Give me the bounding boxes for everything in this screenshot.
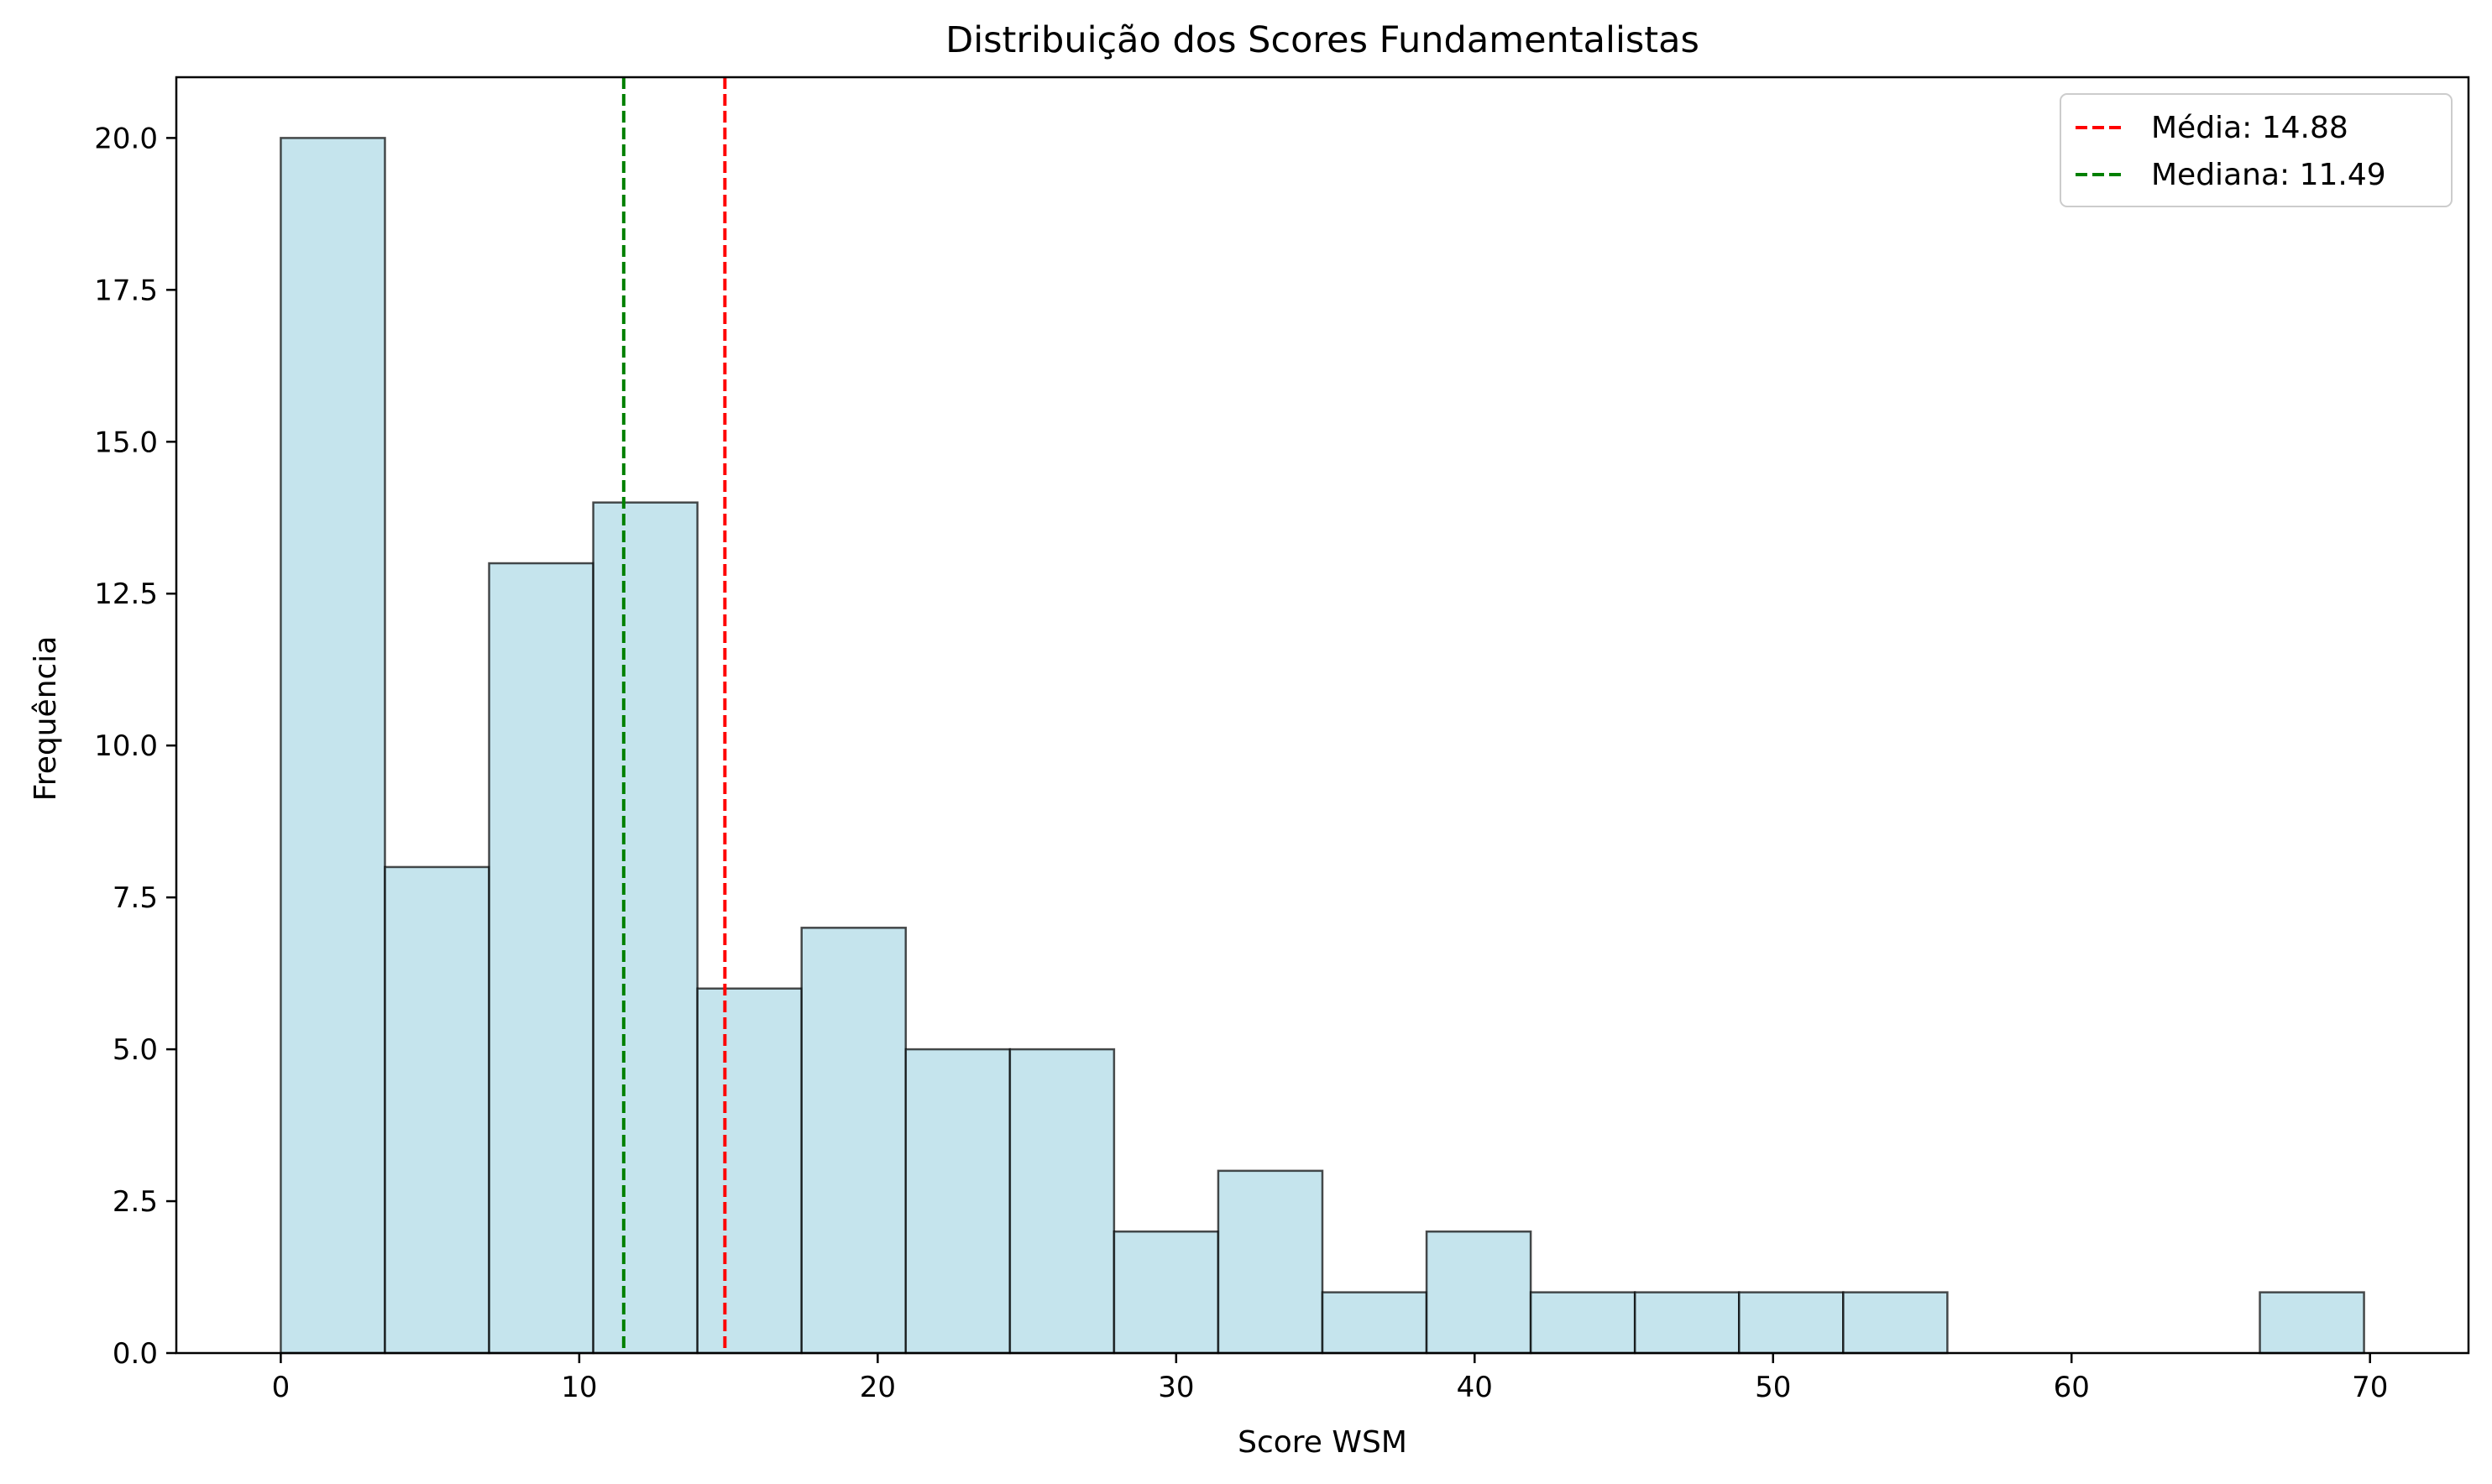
- y-tick-label: 7.5: [113, 881, 158, 915]
- histogram-bar: [1321, 1291, 1428, 1355]
- x-tick-label: 30: [1158, 1371, 1194, 1404]
- y-tick-label: 20.0: [94, 122, 158, 155]
- histogram-bar: [1529, 1291, 1636, 1355]
- x-axis-label: Score WSM: [1238, 1425, 1407, 1460]
- histogram-bar: [1633, 1291, 1741, 1355]
- histogram-bars: [280, 137, 2365, 1355]
- histogram-bar: [696, 987, 803, 1355]
- histogram-bar: [1112, 1230, 1220, 1355]
- y-axis-label: Frequência: [29, 636, 63, 802]
- reference-lines: [621, 77, 727, 1353]
- y-tick-label: 10.0: [94, 729, 158, 763]
- legend: Média: 14.88 Mediana: 11.49: [2060, 93, 2453, 207]
- histogram-bar: [592, 501, 699, 1355]
- x-tick-label: 70: [2352, 1371, 2388, 1404]
- y-tick-label: 2.5: [113, 1185, 158, 1219]
- chart-title: Distribuição dos Scores Fundamentalistas: [945, 19, 1699, 61]
- histogram-bar: [488, 562, 594, 1355]
- histogram-bar: [1008, 1048, 1116, 1355]
- x-axis: 0 10 20 30 40 50 60 70: [272, 1353, 2388, 1404]
- histogram-bar: [280, 137, 386, 1355]
- x-tick-label: 50: [1755, 1371, 1791, 1404]
- y-axis: 0.0 2.5 5.0 7.5 10.0 12.5 15.0 17.5 20.0: [94, 122, 176, 1371]
- legend-label: Média: 14.88: [2151, 111, 2348, 145]
- y-tick-label: 5.0: [113, 1033, 158, 1067]
- y-tick-label: 12.5: [94, 577, 158, 611]
- histogram-bar: [1425, 1230, 1532, 1355]
- y-tick-label: 0.0: [113, 1337, 158, 1371]
- legend-box: [2060, 93, 2453, 207]
- x-tick-label: 20: [860, 1371, 896, 1404]
- x-tick-label: 60: [2054, 1371, 2090, 1404]
- histogram-bar: [384, 865, 490, 1355]
- histogram-bar: [2259, 1291, 2365, 1355]
- histogram-bar: [1842, 1291, 1949, 1355]
- legend-label: Mediana: 11.49: [2151, 158, 2386, 192]
- y-tick-label: 15.0: [94, 426, 158, 459]
- histogram-bar: [800, 927, 908, 1355]
- y-tick-label: 17.5: [94, 274, 158, 307]
- histogram-bar: [1737, 1291, 1845, 1355]
- x-tick-label: 0: [272, 1371, 291, 1404]
- histogram-bar: [904, 1048, 1012, 1355]
- x-tick-label: 40: [1457, 1371, 1493, 1404]
- x-tick-label: 10: [561, 1371, 597, 1404]
- histogram-bar: [1217, 1169, 1324, 1355]
- plot-area-frame: [175, 76, 2470, 1355]
